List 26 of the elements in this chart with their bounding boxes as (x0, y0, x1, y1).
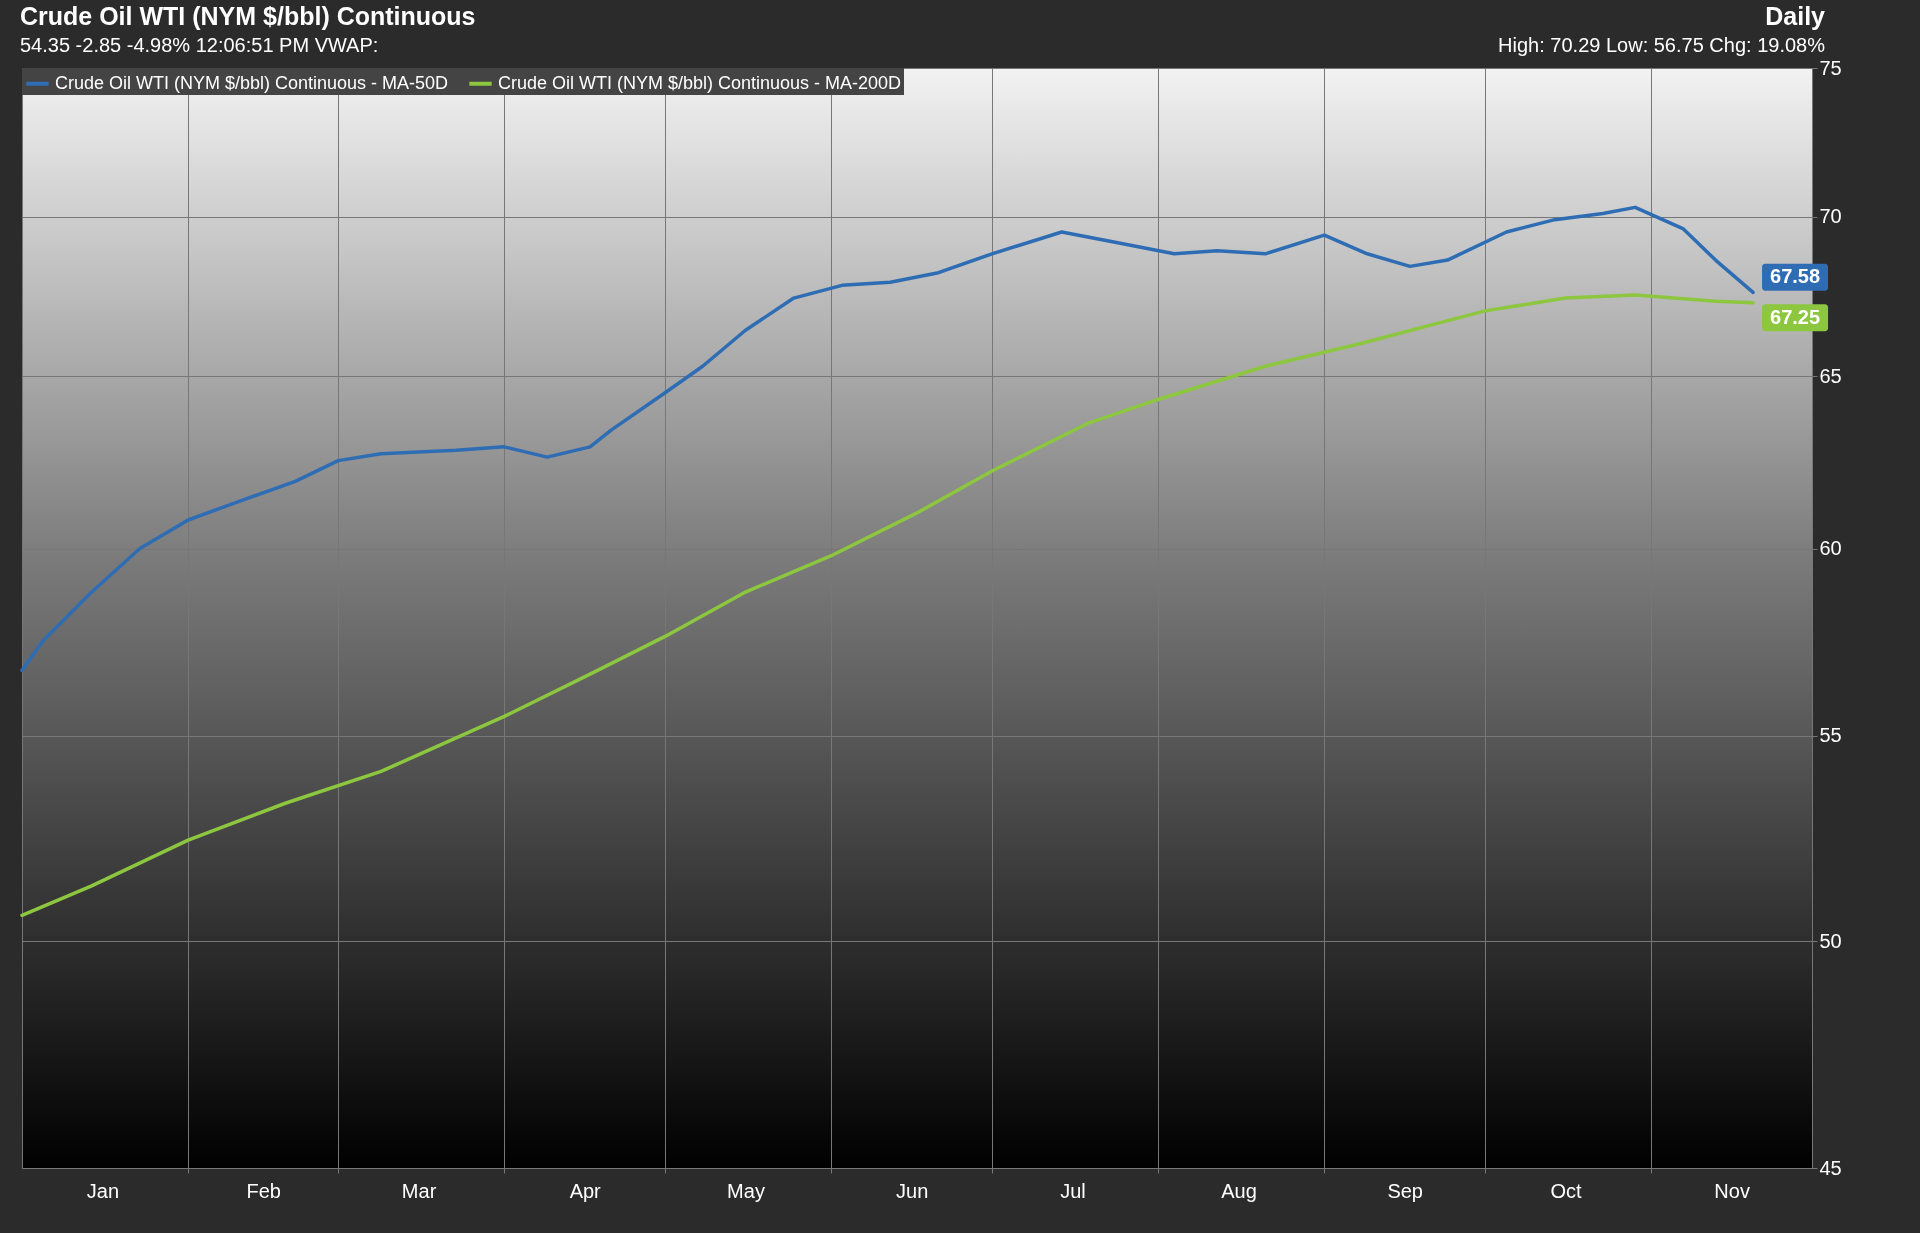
chart-title: Crude Oil WTI (NYM $/bbl) Continuous (20, 2, 476, 31)
legend-label: Crude Oil WTI (NYM $/bbl) Continuous - MA-50D (55, 72, 449, 93)
y-tick-label: 70 (1819, 205, 1842, 228)
data-label: 67.25 (1770, 305, 1821, 328)
y-tick-label: 45 (1819, 1156, 1842, 1179)
x-tick-label: Jan (86, 1179, 120, 1202)
data-label: 67.58 (1770, 265, 1821, 288)
y-tick-label: 50 (1819, 929, 1842, 952)
text: High: 70.29 Low: 56.75 Chg: 19.08% (1498, 34, 1825, 57)
chart-subtitle: 54.35 -2.85 -4.98% 12:06:51 PM VWAP: (20, 34, 379, 57)
x-tick-label: Mar (401, 1179, 437, 1202)
text: Daily (1765, 2, 1825, 31)
x-tick-label: Sep (1387, 1179, 1423, 1202)
x-tick-label: Feb (246, 1179, 281, 1202)
x-tick-label: Aug (1221, 1179, 1257, 1202)
x-tick-label: Jul (1060, 1179, 1086, 1202)
y-tick-label: 60 (1819, 537, 1842, 560)
y-tick-label: 55 (1819, 724, 1842, 747)
x-tick-label: Oct (1550, 1179, 1582, 1202)
y-tick-label: 75 (1819, 56, 1842, 79)
x-tick-label: Nov (1714, 1179, 1750, 1202)
legend-label: Crude Oil WTI (NYM $/bbl) Continuous - MA-200D (498, 72, 902, 93)
x-tick-label: May (727, 1179, 765, 1202)
x-tick-label: Apr (569, 1179, 602, 1202)
y-tick-label: 65 (1819, 364, 1842, 387)
x-tick-label: Jun (896, 1179, 929, 1202)
